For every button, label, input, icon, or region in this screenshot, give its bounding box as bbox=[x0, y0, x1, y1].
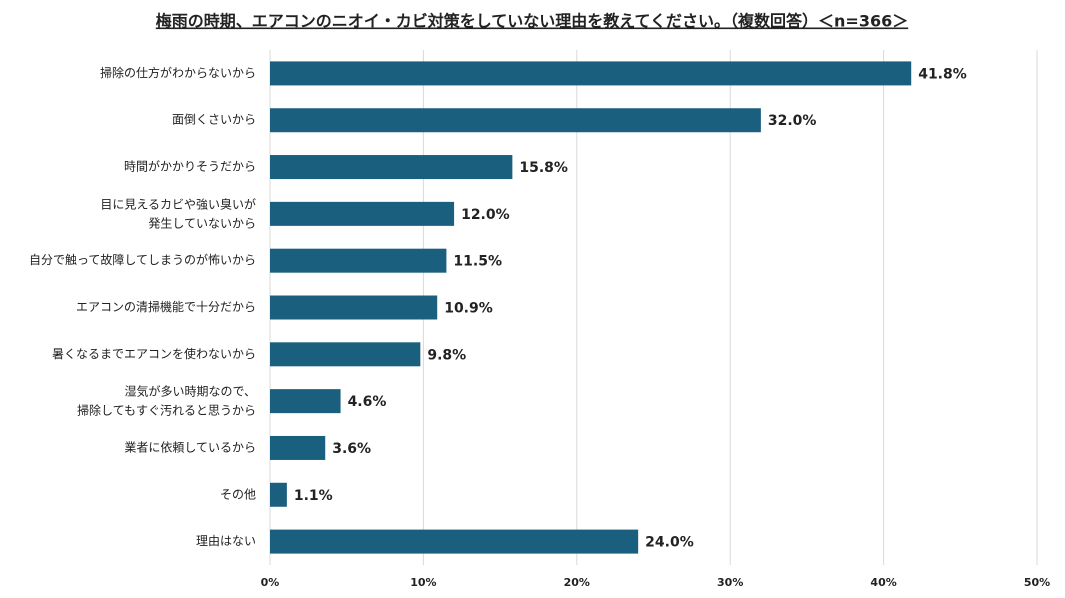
bar bbox=[270, 295, 438, 320]
category-label: 目に見えるカビや強い臭いが発生していないから bbox=[100, 196, 256, 230]
category-label: 掃除の仕方がわからないから bbox=[100, 65, 256, 80]
bar bbox=[270, 108, 761, 133]
category-label: 面倒くさいから bbox=[172, 113, 256, 127]
value-label: 11.5% bbox=[453, 254, 502, 270]
x-tick-label: 0% bbox=[261, 576, 280, 589]
category-label: 時間がかかりそうだから bbox=[124, 159, 256, 174]
chart-title: 梅雨の時期、エアコンのニオイ・カビ対策をしていない理由を教えてください。（複数回… bbox=[156, 12, 908, 31]
value-label: 9.8% bbox=[427, 347, 466, 363]
bar bbox=[270, 201, 455, 226]
category-label: 理由はない bbox=[196, 534, 256, 548]
category-label: 湿気が多い時期なので、掃除してもすぐ汚れると思うから bbox=[77, 383, 256, 417]
bar bbox=[270, 61, 912, 86]
value-label: 32.0% bbox=[768, 113, 817, 129]
value-label: 15.8% bbox=[519, 160, 568, 176]
value-label: 3.6% bbox=[332, 441, 371, 457]
bar bbox=[270, 435, 326, 460]
category-label: 業者に依頼しているから bbox=[124, 439, 256, 454]
value-label: 41.8% bbox=[918, 66, 967, 82]
bar bbox=[270, 529, 639, 554]
category-label: 暑くなるまでエアコンを使わないから bbox=[52, 346, 256, 361]
x-tick-label: 30% bbox=[717, 576, 743, 589]
bar bbox=[270, 482, 287, 507]
value-label: 12.0% bbox=[461, 207, 510, 223]
x-tick-label: 10% bbox=[410, 576, 436, 589]
bar bbox=[270, 155, 513, 180]
category-label: エアコンの清掃機能で十分だから bbox=[76, 299, 256, 314]
x-tick-label: 50% bbox=[1024, 576, 1050, 589]
x-tick-label: 40% bbox=[870, 576, 896, 589]
value-label: 10.9% bbox=[444, 301, 493, 317]
value-label: 1.1% bbox=[294, 488, 333, 504]
bar bbox=[270, 342, 421, 367]
category-label: その他 bbox=[220, 487, 256, 501]
value-label: 4.6% bbox=[348, 394, 387, 410]
value-label: 24.0% bbox=[645, 535, 694, 551]
x-tick-label: 20% bbox=[564, 576, 590, 589]
bar bbox=[270, 248, 447, 273]
bar bbox=[270, 389, 341, 414]
category-label: 自分で触って故障してしまうのが怖いから bbox=[29, 252, 256, 267]
